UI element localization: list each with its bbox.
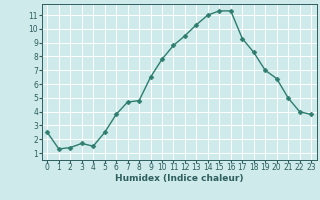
X-axis label: Humidex (Indice chaleur): Humidex (Indice chaleur) bbox=[115, 174, 244, 183]
